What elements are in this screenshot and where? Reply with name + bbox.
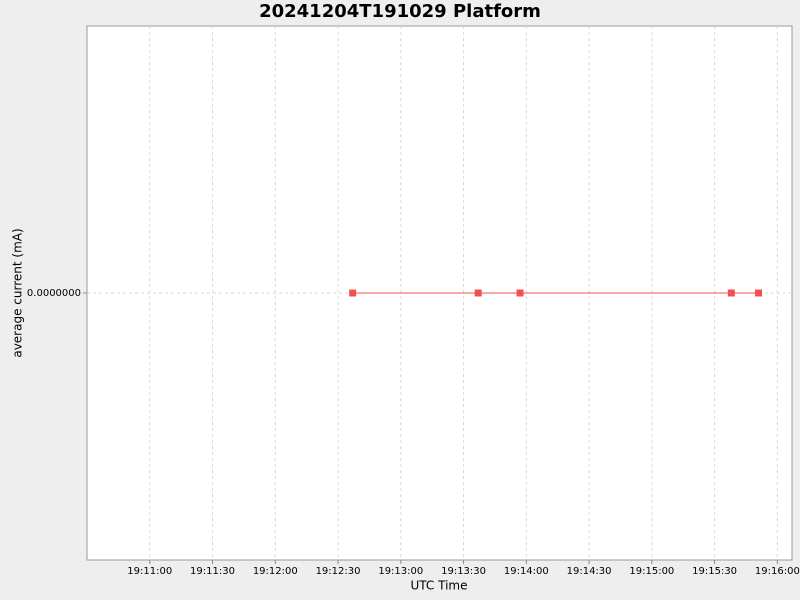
y-tick-label: 0.0000000 bbox=[27, 288, 81, 299]
x-tick-label: 19:14:00 bbox=[504, 566, 549, 577]
x-tick-label: 19:13:00 bbox=[378, 566, 423, 577]
y-axis-label: average current (mA) bbox=[11, 228, 25, 357]
x-axis-label: UTC Time bbox=[411, 579, 468, 593]
x-tick-label: 19:13:30 bbox=[441, 566, 486, 577]
x-tick-label: 19:15:30 bbox=[692, 566, 737, 577]
x-tick-label: 19:11:00 bbox=[127, 566, 172, 577]
x-tick-label: 19:15:00 bbox=[629, 566, 674, 577]
data-point bbox=[727, 289, 735, 297]
data-point bbox=[474, 289, 482, 297]
data-point bbox=[349, 289, 357, 297]
x-tick-label: 19:12:30 bbox=[316, 566, 361, 577]
x-tick-label: 19:14:30 bbox=[567, 566, 612, 577]
data-point bbox=[755, 289, 763, 297]
data-point bbox=[516, 289, 524, 297]
x-tick-label: 19:12:00 bbox=[253, 566, 298, 577]
x-tick-label: 19:11:30 bbox=[190, 566, 235, 577]
chart-title: 20241204T191029 Platform bbox=[259, 1, 541, 22]
x-tick-label: 19:16:00 bbox=[755, 566, 800, 577]
